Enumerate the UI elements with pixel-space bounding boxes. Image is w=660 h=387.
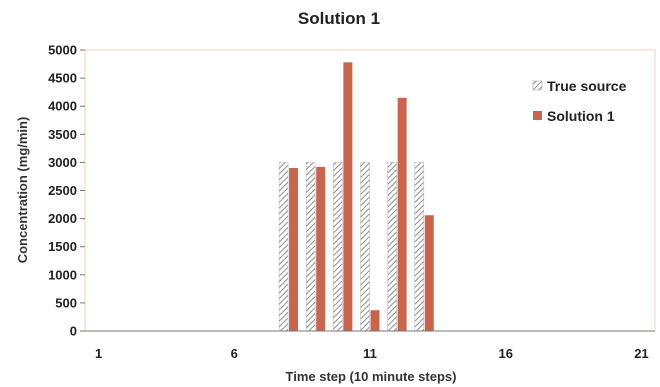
- y-tick-label: 0: [70, 324, 77, 339]
- y-tick-label: 2000: [48, 211, 77, 226]
- legend: True source Solution 1: [532, 78, 627, 124]
- y-tick-label: 4000: [48, 99, 77, 114]
- bar-solution-1: [343, 62, 353, 331]
- x-axis-title: Time step (10 minute steps): [286, 369, 457, 384]
- bar-solution-1: [397, 97, 407, 332]
- y-axis-title: Concentration (mg/min): [15, 117, 30, 264]
- bar-true-source: [278, 162, 289, 332]
- bar-solution-1: [370, 310, 380, 331]
- y-axis-ticks: 0 500 1000 1500 2000 2500 3000 3500 4000 4500 5000: [48, 43, 85, 339]
- legend-label: True source: [547, 78, 627, 94]
- y-tick-label: 3500: [48, 127, 77, 142]
- bar-true-source: [305, 162, 316, 332]
- x-tick-label: 11: [363, 346, 377, 361]
- bar-solution-1: [424, 215, 434, 331]
- legend-label: Solution 1: [547, 108, 615, 124]
- y-tick-label: 4500: [48, 71, 77, 86]
- y-tick-label: 500: [55, 295, 77, 310]
- bar-solution-1: [316, 166, 326, 331]
- y-tick-label: 1000: [48, 267, 77, 282]
- plot-area: [84, 49, 656, 332]
- y-tick-label: 1500: [48, 239, 77, 254]
- legend-swatch: [532, 80, 543, 91]
- bar-true-source: [333, 162, 343, 332]
- y-tick-label: 3000: [48, 155, 77, 170]
- x-tick-label: 6: [231, 346, 238, 361]
- y-tick-label: 5000: [48, 43, 77, 58]
- bar-solution-1: [289, 168, 299, 331]
- legend-swatch: [533, 111, 542, 120]
- chart-title: Solution 1: [298, 9, 380, 28]
- y-tick-label: 2500: [48, 183, 77, 198]
- x-tick-label: 1: [95, 346, 102, 361]
- x-axis-ticks: 1 6 11 16 21: [95, 346, 649, 361]
- x-tick-label: 16: [498, 346, 512, 361]
- bar-true-source: [387, 162, 397, 332]
- bar-true-source: [414, 162, 425, 332]
- x-tick-label: 21: [634, 346, 648, 361]
- bar-true-source: [360, 162, 370, 332]
